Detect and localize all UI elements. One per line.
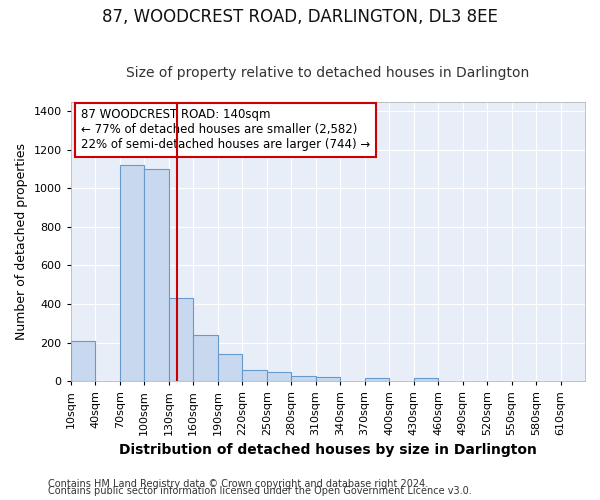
- Bar: [365, 378, 389, 381]
- Bar: [193, 335, 218, 381]
- Y-axis label: Number of detached properties: Number of detached properties: [15, 143, 28, 340]
- Bar: [291, 376, 316, 381]
- Bar: [71, 340, 95, 381]
- Bar: [316, 378, 340, 381]
- Bar: [119, 165, 144, 381]
- Text: 87 WOODCREST ROAD: 140sqm
← 77% of detached houses are smaller (2,582)
22% of se: 87 WOODCREST ROAD: 140sqm ← 77% of detac…: [81, 108, 370, 152]
- X-axis label: Distribution of detached houses by size in Darlington: Distribution of detached houses by size …: [119, 444, 537, 458]
- Bar: [413, 378, 438, 381]
- Bar: [242, 370, 266, 381]
- Bar: [144, 169, 169, 381]
- Text: Contains public sector information licensed under the Open Government Licence v3: Contains public sector information licen…: [48, 486, 472, 496]
- Title: Size of property relative to detached houses in Darlington: Size of property relative to detached ho…: [126, 66, 529, 80]
- Bar: [266, 372, 291, 381]
- Bar: [218, 354, 242, 381]
- Text: 87, WOODCREST ROAD, DARLINGTON, DL3 8EE: 87, WOODCREST ROAD, DARLINGTON, DL3 8EE: [102, 8, 498, 26]
- Text: Contains HM Land Registry data © Crown copyright and database right 2024.: Contains HM Land Registry data © Crown c…: [48, 479, 428, 489]
- Bar: [169, 298, 193, 381]
